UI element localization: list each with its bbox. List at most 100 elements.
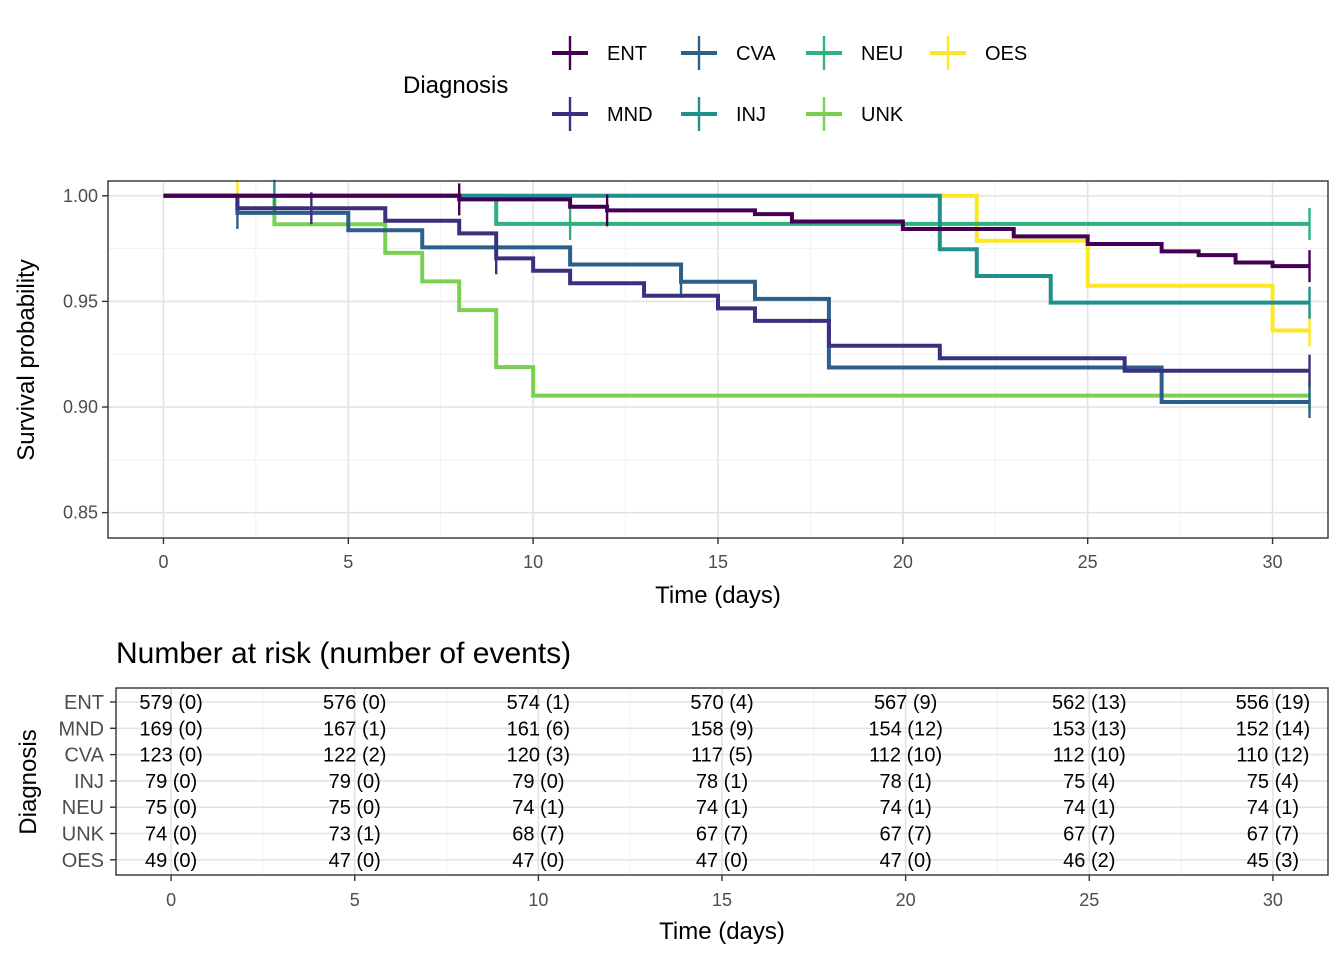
plot-ticks: 0 5 10 15 20 25 30 0.85 0.90 0.95 1.00 — [63, 186, 1283, 572]
legend-label: ENT — [607, 43, 647, 65]
risk-cell: 75 (0) — [329, 797, 381, 819]
table-y-axis-title: Diagnosis — [15, 729, 42, 834]
legend-item-ent: ENT — [552, 36, 647, 70]
table-ticks: ENT MND CVA INJ NEU UNK OES 0 5 10 15 20 25 30 — [58, 692, 1282, 910]
series-line-inj — [163, 193, 1310, 305]
risk-cell: 123 (0) — [139, 745, 202, 767]
risk-cell: 167 (1) — [323, 718, 386, 740]
risk-cell: 574 (1) — [507, 692, 570, 714]
legend-label: OES — [985, 43, 1027, 65]
risk-cell: 112 (10) — [869, 745, 942, 767]
risk-cell: 47 (0) — [880, 850, 932, 872]
risk-cell: 112 (10) — [1053, 745, 1126, 767]
table-row-label: UNK — [62, 824, 105, 846]
x-tick-label: 10 — [523, 552, 543, 572]
table-x-tick-label: 20 — [896, 890, 916, 910]
table-x-tick-label: 5 — [350, 890, 360, 910]
risk-cell: 152 (14) — [1236, 718, 1311, 740]
risk-cell: 79 (0) — [329, 771, 381, 793]
km-plot: 0 5 10 15 20 25 30 0.85 0.90 0.95 1.00 Time (days)… — [13, 179, 1329, 609]
risk-cell: 74 (1) — [512, 797, 564, 819]
risk-cell: 79 (0) — [512, 771, 564, 793]
risk-cell: 567 (9) — [874, 692, 937, 714]
series-line-mnd — [163, 193, 1310, 373]
legend-title: Diagnosis — [403, 72, 508, 99]
x-tick-label: 30 — [1263, 552, 1283, 572]
risk-cell: 47 (0) — [512, 850, 564, 872]
y-tick-label: 0.85 — [63, 503, 98, 523]
x-tick-label: 25 — [1078, 552, 1098, 572]
risk-cell: 74 (1) — [696, 797, 748, 819]
legend-label: CVA — [736, 43, 776, 65]
y-tick-label: 0.95 — [63, 291, 98, 311]
series-line-unk — [163, 193, 1310, 398]
legend-items: ENT CVA NEU OES MND INJ UNK — [552, 36, 1027, 131]
series-ent — [163, 183, 1311, 283]
risk-cell: 67 (7) — [1063, 824, 1115, 846]
risk-cell: 117 (5) — [691, 745, 753, 767]
risk-cell: 161 (6) — [507, 718, 570, 740]
risk-cell: 67 (7) — [880, 824, 932, 846]
legend-label: NEU — [861, 43, 903, 65]
risk-cell: 158 (9) — [690, 718, 753, 740]
risk-cell: 47 (0) — [329, 850, 381, 872]
risk-cell: 73 (1) — [329, 824, 381, 846]
table-row-label: ENT — [64, 692, 104, 714]
table-grid — [116, 688, 1328, 875]
risk-cell: 46 (2) — [1063, 850, 1115, 872]
x-tick-label: 15 — [708, 552, 728, 572]
risk-cell: 110 (12) — [1236, 745, 1309, 767]
risk-cell: 556 (19) — [1236, 692, 1311, 714]
risk-table: Number at risk (number of events) 579 (0… — [15, 637, 1329, 945]
risk-cell: 74 (0) — [145, 824, 197, 846]
risk-cell: 78 (1) — [696, 771, 748, 793]
risk-cell: 579 (0) — [139, 692, 202, 714]
x-tick-label: 0 — [158, 552, 168, 572]
table-cells: 579 (0) 576 (0) 574 (1) 570 (4) 567 (9) 562 (… — [139, 692, 1310, 872]
risk-cell: 562 (13) — [1052, 692, 1127, 714]
legend-item-neu: NEU — [806, 36, 903, 70]
legend-label: UNK — [861, 104, 904, 126]
risk-cell: 154 (12) — [868, 718, 943, 740]
legend-item-mnd: MND — [552, 97, 653, 131]
risk-cell: 49 (0) — [145, 850, 197, 872]
legend-label: MND — [607, 104, 653, 126]
risk-cell: 75 (4) — [1063, 771, 1115, 793]
risk-cell: 68 (7) — [512, 824, 564, 846]
risk-table-title: Number at risk (number of events) — [116, 637, 571, 670]
risk-cell: 67 (7) — [696, 824, 748, 846]
table-x-tick-label: 0 — [166, 890, 176, 910]
x-axis-title: Time (days) — [655, 582, 781, 609]
legend-item-unk: UNK — [806, 97, 904, 131]
series-line-ent — [163, 193, 1310, 269]
table-x-tick-label: 30 — [1263, 890, 1283, 910]
series-line-cva — [163, 193, 1310, 404]
risk-cell: 570 (4) — [690, 692, 753, 714]
plot-series — [163, 179, 1311, 418]
y-axis-title: Survival probability — [13, 259, 40, 460]
legend-item-inj: INJ — [681, 97, 766, 131]
table-x-axis-title: Time (days) — [659, 918, 785, 945]
risk-cell: 576 (0) — [323, 692, 386, 714]
risk-cell: 75 (0) — [145, 797, 197, 819]
risk-cell: 169 (0) — [139, 718, 202, 740]
table-row-label: NEU — [62, 797, 104, 819]
legend-label: INJ — [736, 104, 766, 126]
risk-cell: 74 (1) — [1063, 797, 1115, 819]
risk-cell: 122 (2) — [323, 745, 386, 767]
table-row-label: CVA — [64, 745, 104, 767]
series-cva — [163, 193, 1311, 418]
risk-cell: 78 (1) — [880, 771, 932, 793]
x-tick-label: 20 — [893, 552, 913, 572]
table-x-tick-label: 10 — [528, 890, 548, 910]
table-row-label: MND — [58, 718, 104, 740]
risk-cell: 74 (1) — [1247, 797, 1299, 819]
risk-cell: 120 (3) — [507, 745, 570, 767]
risk-cell: 47 (0) — [696, 850, 748, 872]
table-x-tick-label: 25 — [1079, 890, 1099, 910]
table-row-label: INJ — [74, 771, 104, 793]
risk-cell: 67 (7) — [1247, 824, 1299, 846]
y-tick-label: 0.90 — [63, 397, 98, 417]
risk-cell: 74 (1) — [880, 797, 932, 819]
